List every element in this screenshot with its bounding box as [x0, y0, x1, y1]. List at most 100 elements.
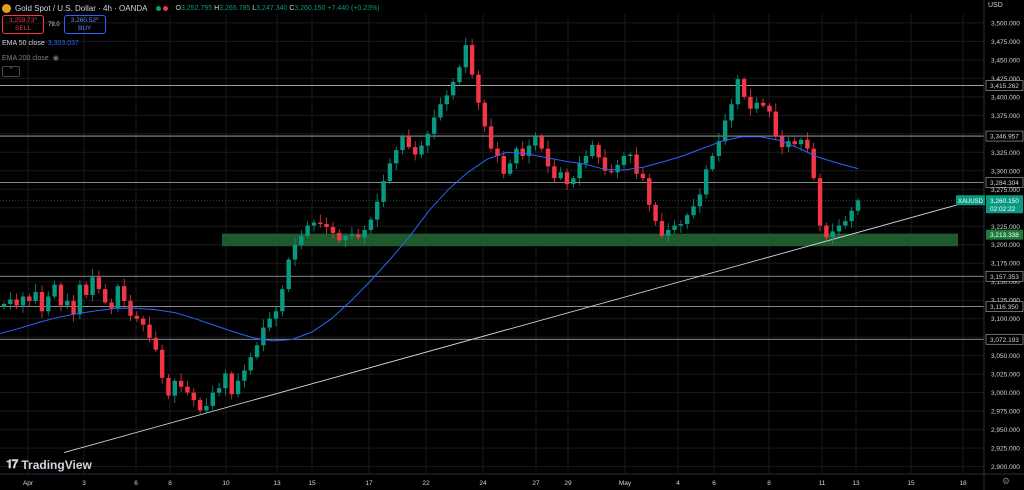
candle-body [305, 225, 310, 236]
ohlc-readout: O3,252.795 H3,265.785 L3,247.340 C3,260.… [175, 4, 380, 12]
candle-body [488, 126, 494, 149]
candle-body [760, 102, 766, 106]
level-tag [985, 177, 1024, 188]
eye-icon[interactable]: ◉ [52, 55, 59, 62]
ema200-legend[interactable]: EMA 200 close ◉ [2, 54, 59, 62]
candle-body [362, 229, 367, 238]
candle-body [178, 380, 184, 387]
time-tick-label: 8 [767, 480, 771, 487]
candle-body [134, 315, 140, 319]
price-tick-label: 3,400.000 [991, 94, 1020, 101]
candle-body [817, 178, 823, 226]
ema50-value: 3,303.037 [47, 40, 79, 47]
candle-body [20, 296, 26, 306]
price-tick-label: 3,175.000 [991, 261, 1020, 268]
candle-body [767, 105, 772, 112]
level-tag [985, 270, 1024, 282]
brand-name: TradingView [21, 457, 92, 472]
candle-body [103, 289, 108, 303]
sell-price: 3,259.73⁰ [9, 17, 37, 24]
candle-body [438, 104, 443, 118]
candle-body [280, 289, 285, 312]
price-tick-label: 2,900.000 [991, 464, 1020, 471]
time-axis[interactable]: Apr 3 6 8 10 13 15 17 22 24 27 29 May 4 6 8 11 13 15 18 [0, 473, 1024, 487]
candle-body [469, 45, 475, 75]
candle-body [273, 311, 279, 319]
level-tag [985, 301, 1024, 312]
candle-body [716, 141, 722, 156]
symbol-tag-label: XAUUSD [958, 199, 984, 205]
price-tick-label: 2,975.000 [991, 409, 1020, 416]
candle-body [147, 324, 152, 338]
current-price-label: 3,260.150 [990, 198, 1019, 205]
ema50-legend[interactable]: EMA 50 close 3,303.037 [2, 40, 79, 47]
candle-body [343, 235, 348, 241]
candle-body [754, 102, 759, 109]
sell-button[interactable]: 3,259.73⁰ SELL [2, 15, 44, 34]
candle-body [33, 292, 38, 301]
currency-label[interactable]: USD [988, 2, 1003, 9]
time-tick-label: 11 [819, 480, 826, 487]
candle-body [615, 164, 620, 173]
level-tag [985, 130, 1024, 142]
time-tick-label: 4 [676, 480, 680, 487]
collapse-legend-button[interactable]: ⌃ [2, 66, 20, 77]
candle-body [356, 234, 361, 238]
candle-body [261, 327, 266, 346]
candle-body [330, 226, 336, 233]
candle-body [39, 292, 45, 312]
gear-icon[interactable]: ⚙ [1002, 476, 1011, 486]
candle-body [412, 147, 418, 155]
symbol-title[interactable]: Gold Spot / U.S. Dollar · 4h · OANDA [15, 3, 148, 13]
price-tick-label: 3,100.000 [991, 316, 1020, 323]
candle-body [596, 144, 601, 158]
sell-label: SELL [15, 25, 31, 32]
candle-body [539, 136, 544, 149]
countdown-label: 02:02:22 [990, 206, 1016, 213]
symbol-tag [956, 195, 985, 206]
level-tag-label: 3,072.193 [990, 337, 1019, 344]
time-tick-label: 17 [365, 480, 373, 487]
price-tick-label: 3,450.000 [991, 57, 1020, 64]
candle-body [444, 95, 450, 105]
candle-body [96, 277, 102, 290]
candle-body [425, 133, 431, 146]
candle-body [71, 300, 76, 315]
candle-body [735, 79, 741, 105]
candle-body [666, 229, 671, 236]
candle-body [495, 148, 500, 156]
time-tick-label: 24 [479, 480, 487, 487]
price-tick-label: 2,925.000 [991, 446, 1020, 453]
candle-body [299, 235, 304, 245]
price-tick-label: 3,375.000 [991, 113, 1020, 120]
price-axis[interactable]: 2,900.000 2,925.000 2,950.000 2,975.000 3,00… [983, 0, 1020, 490]
time-tick-label: 6 [134, 480, 138, 487]
candle-body [836, 225, 842, 232]
candle-body [849, 210, 854, 222]
time-tick-label: 13 [273, 480, 281, 487]
buy-button[interactable]: 3,260.52⁰ BUY [63, 15, 106, 34]
ema50-label: EMA 50 close [2, 40, 45, 47]
candle-body [349, 234, 355, 236]
price-tick-label: 3,000.000 [991, 390, 1020, 397]
time-tick-label: Apr [23, 480, 34, 487]
candle-body [419, 145, 424, 155]
candle-body [172, 380, 177, 396]
ema50-path [0, 136, 859, 342]
candles [1, 37, 861, 415]
candle-body [121, 286, 127, 301]
candle-body [558, 172, 563, 179]
candle-body [223, 373, 228, 389]
candle-body [235, 380, 241, 395]
candle-body [590, 144, 595, 156]
candle-body [564, 172, 570, 185]
candle-body [710, 155, 715, 170]
candle-body [381, 181, 386, 202]
candle-body [482, 102, 487, 127]
price-tick-label: 3,475.000 [991, 39, 1020, 46]
candle-body [577, 163, 582, 179]
spread-value: 79.0 [48, 21, 60, 28]
time-tick-label: 6 [712, 480, 716, 487]
time-tick-label: 8 [168, 480, 172, 487]
